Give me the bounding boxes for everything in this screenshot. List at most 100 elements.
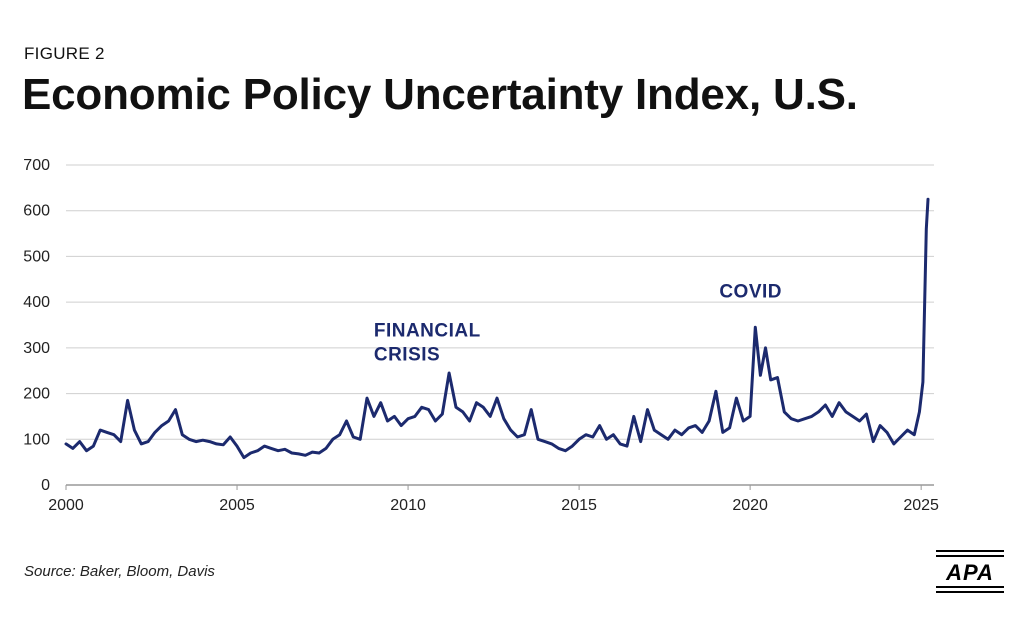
data-point	[407, 418, 409, 420]
x-tick-label: 2020	[732, 497, 768, 514]
y-tick-label: 600	[23, 203, 50, 220]
data-point	[537, 438, 539, 440]
data-point	[510, 429, 512, 431]
data-point	[113, 434, 115, 436]
data-point	[140, 443, 142, 445]
data-point	[918, 411, 921, 413]
data-point	[311, 451, 313, 453]
y-tick-label: 400	[23, 294, 50, 311]
data-point	[886, 431, 888, 434]
data-point	[578, 438, 580, 440]
data-point	[469, 420, 471, 422]
data-point	[222, 444, 224, 446]
data-point	[764, 347, 767, 349]
data-point	[900, 436, 902, 438]
data-point	[653, 429, 655, 431]
data-point	[352, 436, 354, 438]
data-point	[482, 406, 484, 408]
data-point	[640, 440, 642, 443]
data-point	[455, 406, 457, 408]
data-point	[99, 429, 101, 431]
data-point	[229, 436, 231, 438]
data-point	[927, 198, 929, 200]
data-point	[687, 427, 690, 429]
annotation-label: COVID	[719, 282, 782, 303]
data-point	[754, 326, 756, 328]
data-point	[599, 424, 601, 427]
data-point	[126, 399, 129, 402]
x-axis-tick-labels: 2000 2005 2010 2015 2020 2025	[48, 485, 939, 514]
data-point	[304, 454, 307, 456]
data-point	[181, 434, 183, 436]
data-point	[188, 438, 190, 440]
data-point	[715, 390, 717, 392]
data-point	[215, 443, 218, 445]
data-point	[694, 424, 696, 427]
x-tick-label: 2015	[561, 497, 597, 514]
data-point	[925, 228, 927, 230]
data-point	[749, 415, 751, 418]
series-group	[64, 197, 930, 460]
data-point	[195, 440, 197, 443]
data-point	[72, 447, 74, 450]
data-point	[759, 374, 761, 376]
data-point	[120, 440, 122, 443]
data-point	[571, 445, 573, 447]
data-point	[277, 450, 279, 452]
data-point	[674, 429, 676, 431]
data-point	[592, 436, 594, 438]
data-point	[852, 415, 854, 418]
data-point	[879, 424, 881, 427]
data-point	[106, 431, 108, 434]
apa-logo: APA	[934, 548, 1006, 594]
x-tick-label: 2025	[903, 497, 939, 514]
data-point	[708, 420, 710, 422]
data-point	[503, 418, 505, 420]
data-point	[701, 431, 703, 434]
y-tick-label: 100	[23, 431, 50, 448]
data-point	[147, 440, 149, 443]
data-point	[250, 452, 252, 454]
data-point	[667, 438, 669, 440]
data-point	[729, 427, 731, 429]
data-point	[776, 376, 779, 379]
data-point	[544, 440, 546, 443]
data-point	[393, 415, 395, 418]
data-point	[318, 452, 320, 454]
chart-title: Economic Policy Uncertainty Index, U.S.	[22, 70, 858, 119]
data-point	[516, 436, 519, 438]
data-point	[133, 429, 136, 431]
data-point	[633, 415, 635, 418]
data-point	[421, 406, 423, 408]
data-point	[804, 418, 806, 420]
data-point	[660, 434, 662, 436]
data-point	[386, 420, 389, 422]
grid-lines	[66, 164, 934, 486]
data-point	[865, 413, 868, 415]
data-point	[906, 429, 909, 431]
data-point	[523, 434, 525, 436]
data-point	[783, 411, 785, 413]
data-point	[339, 434, 341, 436]
data-point	[790, 418, 792, 420]
data-point	[79, 440, 81, 443]
data-point	[475, 402, 478, 404]
data-point	[811, 415, 813, 418]
data-point	[489, 415, 491, 418]
data-point	[824, 404, 826, 406]
y-tick-label: 500	[23, 248, 50, 265]
data-point	[256, 450, 259, 452]
data-point	[236, 445, 238, 447]
annotation-label: FINANCIAL	[374, 320, 481, 341]
data-point	[831, 415, 833, 418]
data-point	[325, 447, 327, 450]
data-point	[722, 431, 724, 434]
data-point	[202, 439, 204, 441]
data-point	[92, 445, 94, 447]
data-point	[922, 381, 924, 383]
data-point	[291, 452, 293, 454]
data-point	[434, 420, 437, 422]
y-axis-tick-labels: 0 100 200 300 400 500 600 700	[23, 157, 50, 494]
data-point	[174, 408, 177, 411]
